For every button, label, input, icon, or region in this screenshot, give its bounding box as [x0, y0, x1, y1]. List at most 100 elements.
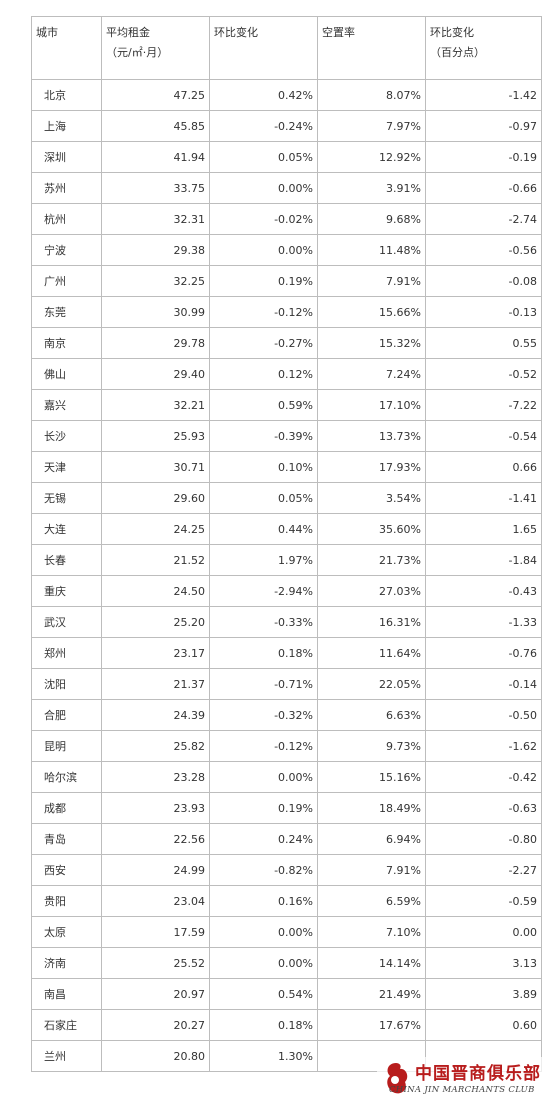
vacancy-rate-cell: 6.63% — [317, 699, 426, 731]
city-cell: 广州 — [31, 265, 102, 297]
vacancy-rate-cell: 11.64% — [317, 637, 426, 669]
vacancy-change-cell: -0.97 — [425, 110, 542, 142]
rent-change-cell: 0.19% — [209, 792, 318, 824]
rent-change-cell: 0.18% — [209, 637, 318, 669]
rent-change-cell: -0.71% — [209, 668, 318, 700]
city-cell: 成都 — [31, 792, 102, 824]
rent-change-cell: -0.24% — [209, 110, 318, 142]
avg-rent-cell: 21.37 — [101, 668, 210, 700]
rent-change-cell: -0.02% — [209, 203, 318, 235]
city-cell: 长沙 — [31, 420, 102, 452]
vacancy-change-cell: 0.00 — [425, 916, 542, 948]
header-avg-rent: 平均租金 （元/㎡·月） — [101, 16, 210, 80]
vacancy-rate-cell: 15.32% — [317, 327, 426, 359]
city-cell: 上海 — [31, 110, 102, 142]
rent-change-cell: -0.82% — [209, 854, 318, 886]
avg-rent-cell: 32.25 — [101, 265, 210, 297]
vacancy-rate-cell: 35.60% — [317, 513, 426, 545]
vacancy-rate-cell: 22.05% — [317, 668, 426, 700]
rent-change-cell: 0.19% — [209, 265, 318, 297]
avg-rent-cell: 41.94 — [101, 141, 210, 173]
table-row: 成都 23.93 0.19% 18.49% -0.63 — [31, 792, 542, 824]
city-cell: 深圳 — [31, 141, 102, 173]
avg-rent-cell: 30.71 — [101, 451, 210, 483]
rent-change-cell: -0.12% — [209, 296, 318, 328]
table-row: 沈阳 21.37 -0.71% 22.05% -0.14 — [31, 668, 542, 700]
vacancy-change-cell: -7.22 — [425, 389, 542, 421]
rent-change-cell: 0.44% — [209, 513, 318, 545]
vacancy-rate-cell: 27.03% — [317, 575, 426, 607]
table-row: 嘉兴 32.21 0.59% 17.10% -7.22 — [31, 389, 542, 421]
avg-rent-cell: 30.99 — [101, 296, 210, 328]
city-cell: 重庆 — [31, 575, 102, 607]
table-row: 济南 25.52 0.00% 14.14% 3.13 — [31, 947, 542, 979]
city-cell: 武汉 — [31, 606, 102, 638]
vacancy-change-cell: -0.43 — [425, 575, 542, 607]
city-cell: 长春 — [31, 544, 102, 576]
rent-change-cell: -0.12% — [209, 730, 318, 762]
vacancy-change-cell: 3.89 — [425, 978, 542, 1010]
table-row: 贵阳 23.04 0.16% 6.59% -0.59 — [31, 885, 542, 917]
table-row: 广州 32.25 0.19% 7.91% -0.08 — [31, 265, 542, 297]
rent-change-cell: 0.05% — [209, 482, 318, 514]
vacancy-rate-cell: 21.49% — [317, 978, 426, 1010]
vacancy-change-cell: -0.08 — [425, 265, 542, 297]
vacancy-change-cell: -0.80 — [425, 823, 542, 855]
rent-change-cell: 0.18% — [209, 1009, 318, 1041]
vacancy-rate-cell: 15.16% — [317, 761, 426, 793]
vacancy-change-cell: -2.74 — [425, 203, 542, 235]
vacancy-rate-cell — [317, 1040, 426, 1072]
rent-change-cell: 0.10% — [209, 451, 318, 483]
city-cell: 济南 — [31, 947, 102, 979]
city-cell: 石家庄 — [31, 1009, 102, 1041]
vacancy-change-cell: -0.76 — [425, 637, 542, 669]
vacancy-change-cell: -0.50 — [425, 699, 542, 731]
vacancy-change-cell: 3.13 — [425, 947, 542, 979]
city-cell: 南昌 — [31, 978, 102, 1010]
vacancy-rate-cell: 7.10% — [317, 916, 426, 948]
vacancy-rate-cell: 16.31% — [317, 606, 426, 638]
table-row: 北京 47.25 0.42% 8.07% -1.42 — [31, 79, 542, 111]
rent-change-cell: 1.30% — [209, 1040, 318, 1072]
header-vacancy-rate: 空置率 — [317, 16, 426, 80]
rent-change-cell: -0.32% — [209, 699, 318, 731]
city-cell: 杭州 — [31, 203, 102, 235]
avg-rent-cell: 20.80 — [101, 1040, 210, 1072]
avg-rent-cell: 29.60 — [101, 482, 210, 514]
table-row: 南京 29.78 -0.27% 15.32% 0.55 — [31, 327, 542, 359]
vacancy-rate-cell: 3.91% — [317, 172, 426, 204]
rent-change-cell: 0.54% — [209, 978, 318, 1010]
rent-change-cell: 0.05% — [209, 141, 318, 173]
city-cell: 佛山 — [31, 358, 102, 390]
vacancy-change-cell: -0.63 — [425, 792, 542, 824]
vacancy-change-cell: -0.14 — [425, 668, 542, 700]
table-row: 太原 17.59 0.00% 7.10% 0.00 — [31, 916, 542, 948]
vacancy-rate-cell: 15.66% — [317, 296, 426, 328]
vacancy-change-cell: -1.62 — [425, 730, 542, 762]
vacancy-rate-cell: 9.73% — [317, 730, 426, 762]
club-logo-icon — [387, 1063, 408, 1094]
city-cell: 昆明 — [31, 730, 102, 762]
city-cell: 嘉兴 — [31, 389, 102, 421]
club-name-cn: 中国晋商俱乐部 — [415, 1064, 541, 1084]
vacancy-rate-cell: 7.91% — [317, 854, 426, 886]
avg-rent-cell: 21.52 — [101, 544, 210, 576]
table-row: 无锡 29.60 0.05% 3.54% -1.41 — [31, 482, 542, 514]
city-cell: 南京 — [31, 327, 102, 359]
vacancy-change-cell: 1.65 — [425, 513, 542, 545]
city-rent-table: 城市 平均租金 （元/㎡·月） 环比变化 空置率 环比变化 （百分点） 北京 47.2… — [31, 16, 542, 1072]
avg-rent-cell: 29.38 — [101, 234, 210, 266]
city-cell: 贵阳 — [31, 885, 102, 917]
avg-rent-cell: 33.75 — [101, 172, 210, 204]
vacancy-rate-cell: 7.91% — [317, 265, 426, 297]
vacancy-change-cell: -1.33 — [425, 606, 542, 638]
vacancy-change-cell: 0.55 — [425, 327, 542, 359]
vacancy-rate-cell: 9.68% — [317, 203, 426, 235]
table-row: 石家庄 20.27 0.18% 17.67% 0.60 — [31, 1009, 542, 1041]
table-row: 长沙 25.93 -0.39% 13.73% -0.54 — [31, 420, 542, 452]
table-header-row: 城市 平均租金 （元/㎡·月） 环比变化 空置率 环比变化 （百分点） — [31, 16, 542, 80]
avg-rent-cell: 25.93 — [101, 420, 210, 452]
avg-rent-cell: 45.85 — [101, 110, 210, 142]
vacancy-rate-cell: 3.54% — [317, 482, 426, 514]
city-cell: 青岛 — [31, 823, 102, 855]
